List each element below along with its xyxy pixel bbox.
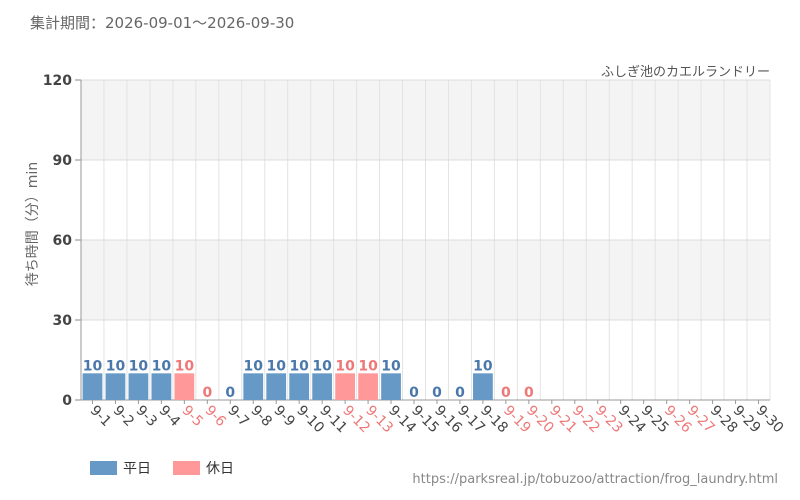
collection-period: 集計期間：2026-09-01～2026-09-30 (30, 14, 295, 32)
bar (473, 373, 493, 400)
x-tick-label: 9-1 (87, 403, 114, 430)
legend-label-holiday: 休日 (206, 461, 234, 477)
data-label: 0 (409, 385, 419, 401)
bar (335, 373, 355, 400)
data-label: 10 (381, 358, 401, 374)
holiday-swatch (173, 461, 200, 475)
bar (381, 373, 401, 400)
x-tick-label: 9-2 (110, 403, 137, 430)
x-tick-label: 9-8 (247, 403, 274, 430)
data-label: 10 (152, 358, 172, 374)
data-label: 10 (473, 358, 493, 374)
x-tick-label: 9-3 (133, 403, 160, 430)
bar (312, 373, 333, 400)
data-label: 0 (432, 385, 442, 401)
bar (174, 373, 195, 400)
data-label: 10 (335, 358, 355, 374)
data-label: 0 (225, 385, 235, 401)
data-label: 10 (358, 358, 378, 374)
data-label: 10 (312, 358, 332, 374)
data-label: 0 (501, 385, 511, 401)
y-tick-label: 60 (53, 233, 73, 249)
bar (289, 373, 310, 400)
weekday-swatch (90, 461, 117, 475)
x-tick-label: 9-4 (156, 403, 184, 431)
data-label: 10 (244, 358, 264, 374)
y-tick-label: 120 (43, 73, 72, 89)
y-tick-label: 90 (53, 153, 73, 169)
data-label: 10 (83, 358, 103, 374)
legend-label-weekday: 平日 (123, 461, 151, 477)
bar (266, 373, 287, 400)
attraction-name: ふしぎ池のカエルランドリー (600, 65, 770, 80)
data-label: 0 (202, 385, 212, 401)
bar (128, 373, 149, 400)
bar (105, 373, 126, 400)
data-label: 10 (129, 358, 149, 374)
x-tick-label: 9-7 (224, 403, 251, 430)
y-tick-label: 0 (62, 393, 72, 409)
x-tick-label: 9-5 (179, 403, 206, 430)
legend-item-weekday: 平日 (90, 458, 151, 478)
data-label: 10 (266, 358, 286, 374)
x-tick-label: 9-9 (270, 403, 297, 430)
x-tick-label: 9-6 (201, 403, 229, 431)
data-label: 0 (455, 385, 465, 401)
data-label: 10 (289, 358, 309, 374)
legend-item-holiday: 休日 (173, 458, 234, 478)
source-url: https://parksreal.jp/tobuzoo/attraction/… (412, 472, 778, 487)
data-label: 10 (175, 358, 195, 374)
y-tick-label: 30 (53, 313, 73, 329)
data-label: 10 (106, 358, 126, 374)
bar (243, 373, 264, 400)
data-label: 0 (524, 385, 534, 401)
legend: 平日 休日 (90, 458, 234, 478)
bar (151, 373, 172, 400)
bar (82, 373, 103, 400)
bar (358, 373, 378, 400)
